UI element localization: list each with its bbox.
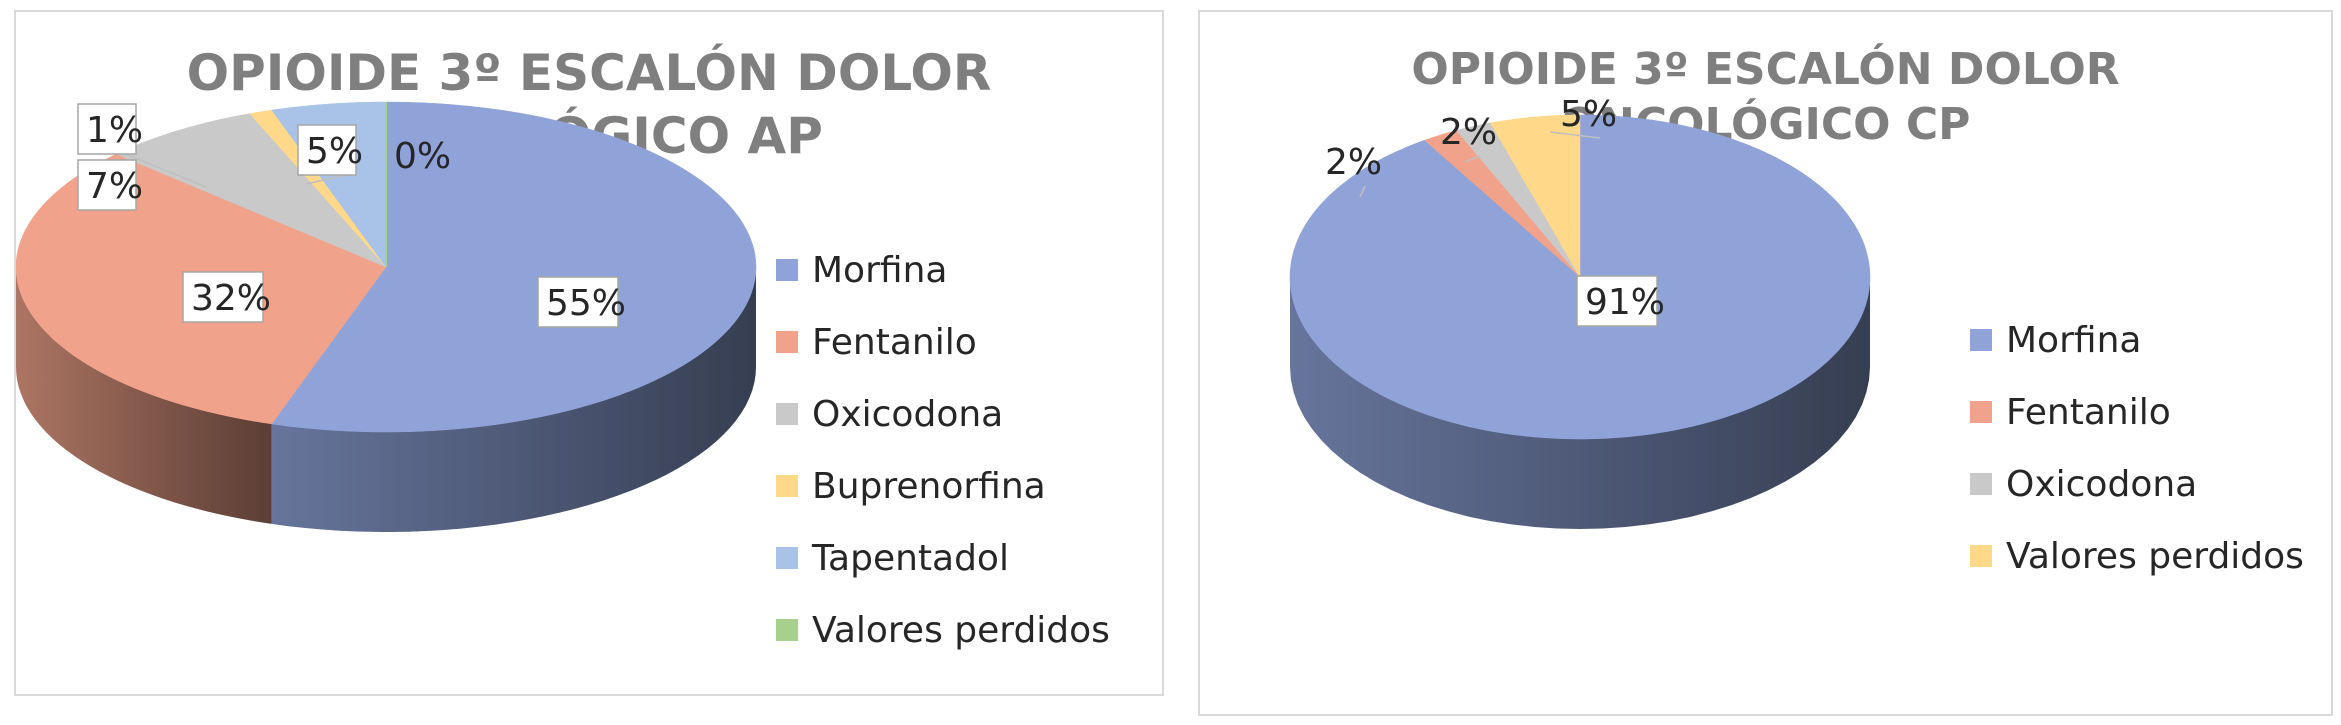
leader-line	[1549, 131, 1601, 139]
data-label-fentanilo: 32%	[182, 271, 271, 323]
legend-swatch	[776, 403, 798, 425]
data-label-oxicodona: 7%	[77, 159, 143, 211]
chart-panel-cp: OPIOIDE 3º ESCALÓN DOLOR ONCOLÓGICO CP 9…	[1198, 10, 2333, 716]
data-label-box	[182, 271, 264, 323]
data-label-box	[1576, 275, 1658, 327]
legend-item-oxicodona: Oxicodona	[776, 378, 1110, 450]
pie-chart-cp: 91% 2% 2% 5%	[1289, 94, 1871, 529]
legend-ap: Morfina Fentanilo Oxicodona Buprenorfina Tap…	[776, 234, 1110, 666]
legend-swatch	[776, 547, 798, 569]
legend-label: Morfina	[2006, 319, 2142, 361]
pie-sides	[1290, 277, 1870, 529]
legend-item-valores-perdidos: Valores perdidos	[776, 594, 1110, 666]
data-label-text: 32%	[191, 278, 271, 319]
legend-label: Oxicodona	[2006, 463, 2198, 505]
legend-swatch	[776, 619, 798, 641]
legend-label: Buprenorfina	[812, 465, 1046, 507]
data-label-box	[77, 103, 137, 155]
legend-item-morfina: Morfina	[776, 234, 1110, 306]
leader-line	[1359, 185, 1366, 198]
leader-line	[1464, 155, 1481, 163]
pie-side-morfina	[1290, 277, 1870, 529]
legend-item-buprenorfina: Buprenorfina	[776, 450, 1110, 522]
legend-label: Fentanilo	[2006, 391, 2171, 433]
legend-label: Morfina	[812, 249, 948, 291]
legend-label: Valores perdidos	[2006, 535, 2304, 577]
data-labels: 91% 2% 2% 5%	[1325, 94, 1665, 327]
chart-title-line-1: OPIOIDE 3º ESCALÓN DOLOR	[1411, 44, 2120, 95]
legend-cp: Morfina Fentanilo Oxicodona Valores perdido…	[1970, 304, 2304, 592]
legend-swatch	[1970, 545, 1992, 567]
chart-panel-ap: OPIOIDE 3º ESCALÓN DOLOR ONCOLÓGICO AP 5…	[14, 10, 1164, 696]
data-label-text: 5%	[306, 131, 363, 172]
pie-side-fentanilo	[16, 267, 272, 524]
legend-label: Valores perdidos	[812, 609, 1110, 651]
pie-slice-morfina	[271, 101, 757, 433]
legend-label: Tapentadol	[812, 537, 1009, 579]
legend-label: Fentanilo	[812, 321, 977, 363]
data-label-box	[77, 159, 137, 211]
data-label-morfina: 91%	[1576, 275, 1665, 327]
data-label-text: 7%	[86, 166, 143, 207]
data-label-oxicodona: 2%	[1440, 112, 1497, 163]
legend-item-fentanilo: Fentanilo	[776, 306, 1110, 378]
data-label-valores-perdidos: 5%	[1549, 94, 1617, 139]
pie-side-morfina	[271, 267, 756, 532]
pie-chart-ap: 55% 32% 7% 1% 5% 0%	[16, 101, 757, 532]
legend-swatch	[776, 331, 798, 353]
data-label-fentanilo: 2%	[1325, 142, 1382, 198]
data-label-box	[297, 124, 357, 176]
data-label-text: 2%	[1325, 142, 1382, 183]
legend-swatch	[1970, 473, 1992, 495]
data-label-text: 55%	[546, 283, 626, 324]
data-label-text: 91%	[1585, 282, 1665, 323]
data-label-buprenorfina: 1%	[77, 103, 207, 188]
legend-item-oxicodona: Oxicodona	[1970, 448, 2304, 520]
pie-slice-valores-perdidos	[1490, 114, 1581, 278]
data-label-text: 1%	[86, 110, 143, 151]
data-label-text: 5%	[1560, 94, 1617, 135]
chart-title-line-1: OPIOIDE 3º ESCALÓN DOLOR	[186, 44, 992, 102]
data-label-valores-perdidos: 0%	[394, 136, 451, 177]
data-label-box	[537, 276, 619, 328]
data-label-text: 2%	[1440, 112, 1497, 153]
legend-item-tapentadol: Tapentadol	[776, 522, 1110, 594]
pie-slice-fentanilo	[1424, 130, 1581, 278]
legend-swatch	[776, 475, 798, 497]
leader-line	[125, 153, 207, 188]
data-label-tapentadol: 5%	[297, 124, 363, 185]
pie-slice-oxicodona	[1456, 122, 1581, 278]
data-labels: 55% 32% 7% 1% 5% 0%	[77, 103, 626, 328]
legend-item-fentanilo: Fentanilo	[1970, 376, 2304, 448]
pie-slice-buprenorfina	[249, 109, 387, 268]
pie-sides	[16, 267, 756, 532]
legend-label: Oxicodona	[812, 393, 1004, 435]
leader-line	[305, 174, 347, 185]
legend-item-valores-perdidos: Valores perdidos	[1970, 520, 2304, 592]
data-label-text: 0%	[394, 136, 451, 177]
legend-item-morfina: Morfina	[1970, 304, 2304, 376]
legend-swatch	[1970, 401, 1992, 423]
data-label-morfina: 55%	[537, 276, 626, 328]
legend-swatch	[1970, 329, 1992, 351]
legend-swatch	[776, 259, 798, 281]
